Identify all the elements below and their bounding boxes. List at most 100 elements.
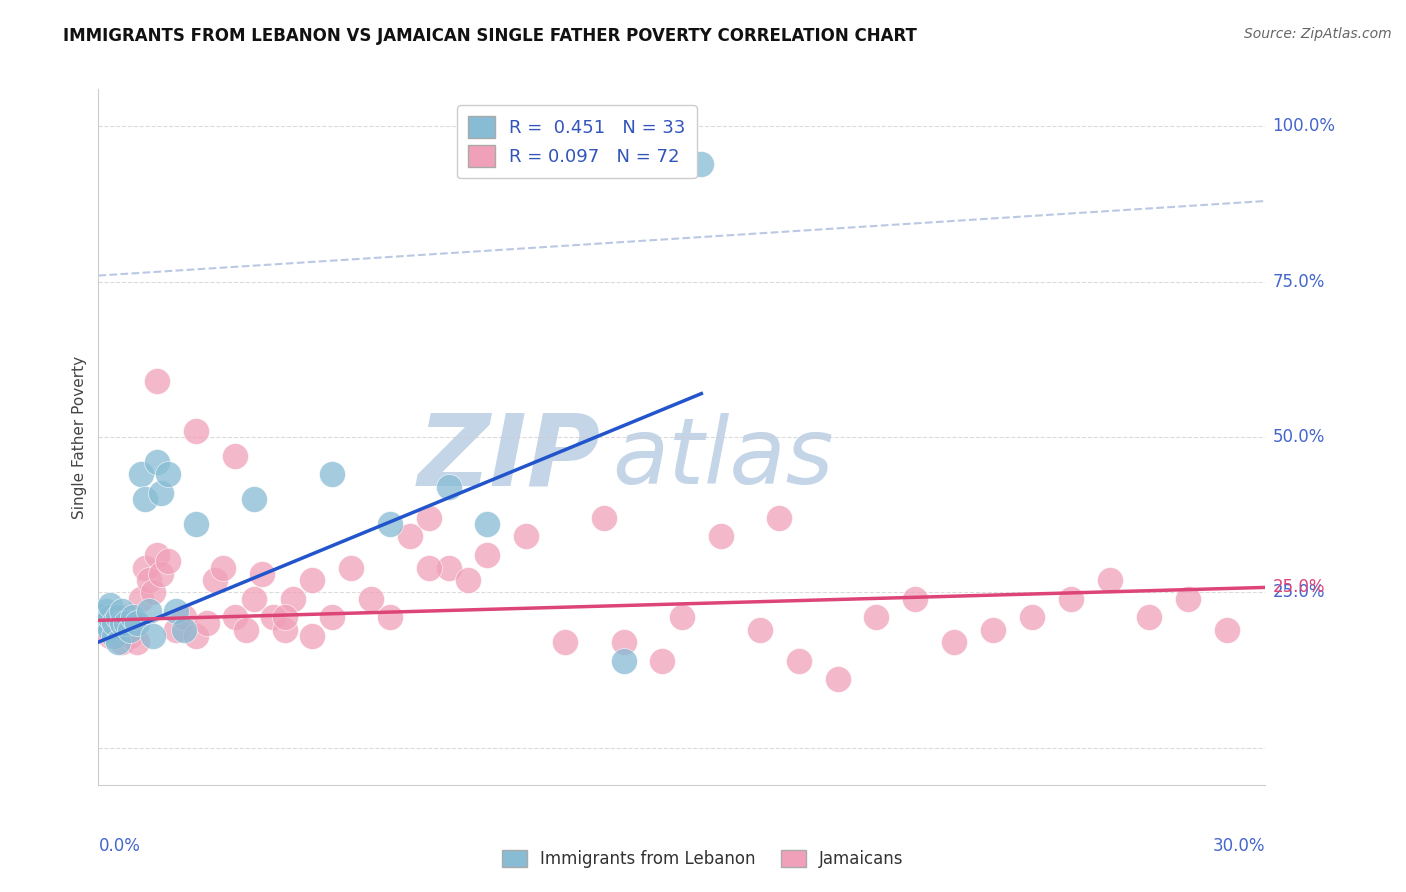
Point [129, 591, 152, 606]
Text: 0.0%: 0.0% [98, 837, 141, 855]
Point [281, 591, 304, 606]
Point [195, 616, 218, 631]
Text: Source: ZipAtlas.com: Source: ZipAtlas.com [1244, 27, 1392, 41]
Point [142, 629, 165, 643]
Point [127, 635, 149, 649]
Point [107, 616, 129, 631]
Text: 100.0%: 100.0% [1272, 118, 1336, 136]
Text: ZIP: ZIP [418, 409, 600, 507]
Point [111, 616, 134, 631]
Point [107, 610, 129, 624]
Point [554, 635, 576, 649]
Point [224, 610, 246, 624]
Point [651, 654, 673, 668]
Point [173, 623, 195, 637]
Point [477, 517, 499, 532]
Point [98, 623, 121, 637]
Text: 25.0%: 25.0% [1272, 578, 1324, 597]
Point [613, 654, 636, 668]
Point [301, 629, 323, 643]
Point [157, 467, 180, 482]
Point [98, 616, 121, 631]
Point [103, 629, 125, 643]
Point [613, 635, 636, 649]
Point [146, 374, 169, 388]
Point [184, 517, 207, 532]
Point [437, 560, 460, 574]
Point [149, 566, 172, 581]
Point [114, 623, 136, 637]
Point [904, 591, 927, 606]
Point [690, 157, 713, 171]
Point [235, 623, 257, 637]
Point [146, 455, 169, 469]
Point [184, 424, 207, 438]
Point [477, 548, 499, 562]
Point [157, 554, 180, 568]
Point [114, 616, 136, 631]
Point [1098, 573, 1121, 587]
Point [212, 560, 235, 574]
Point [114, 610, 136, 624]
Point [107, 629, 129, 643]
Point [1137, 610, 1160, 624]
Point [122, 610, 145, 624]
Point [457, 573, 479, 587]
Point [96, 616, 118, 631]
Text: 50.0%: 50.0% [1272, 428, 1324, 446]
Point [127, 616, 149, 631]
Legend: Immigrants from Lebanon, Jamaicans: Immigrants from Lebanon, Jamaicans [495, 843, 911, 875]
Point [1060, 591, 1083, 606]
Point [301, 573, 323, 587]
Point [165, 623, 187, 637]
Point [204, 573, 226, 587]
Point [96, 604, 118, 618]
Point [142, 585, 165, 599]
Point [418, 560, 440, 574]
Point [184, 629, 207, 643]
Point [710, 529, 733, 543]
Point [943, 635, 966, 649]
Point [122, 616, 145, 631]
Point [107, 635, 129, 649]
Point [134, 560, 156, 574]
Point [165, 604, 187, 618]
Point [111, 635, 134, 649]
Point [1177, 591, 1199, 606]
Text: IMMIGRANTS FROM LEBANON VS JAMAICAN SINGLE FATHER POVERTY CORRELATION CHART: IMMIGRANTS FROM LEBANON VS JAMAICAN SING… [63, 27, 917, 45]
Point [91, 610, 114, 624]
Point [593, 511, 616, 525]
Point [138, 573, 160, 587]
Point [865, 610, 887, 624]
Point [118, 623, 141, 637]
Point [340, 560, 363, 574]
Point [671, 610, 693, 624]
Text: 25.0%: 25.0% [1272, 583, 1324, 601]
Point [149, 486, 172, 500]
Point [274, 610, 297, 624]
Point [173, 610, 195, 624]
Point [981, 623, 1004, 637]
Point [111, 604, 134, 618]
Point [243, 492, 266, 507]
Point [96, 623, 118, 637]
Point [418, 511, 440, 525]
Point [118, 629, 141, 643]
Point [134, 492, 156, 507]
Point [1021, 610, 1043, 624]
Point [146, 548, 169, 562]
Point [1215, 623, 1237, 637]
Text: 30.0%: 30.0% [1213, 837, 1265, 855]
Y-axis label: Single Father Poverty: Single Father Poverty [72, 356, 87, 518]
Point [91, 616, 114, 631]
Point [437, 480, 460, 494]
Point [321, 610, 343, 624]
Point [103, 610, 125, 624]
Text: atlas: atlas [612, 413, 834, 503]
Legend: R =  0.451   N = 33, R = 0.097   N = 72: R = 0.451 N = 33, R = 0.097 N = 72 [457, 105, 696, 178]
Point [98, 629, 121, 643]
Point [398, 529, 420, 543]
Point [827, 673, 849, 687]
Point [274, 623, 297, 637]
Text: 75.0%: 75.0% [1272, 273, 1324, 291]
